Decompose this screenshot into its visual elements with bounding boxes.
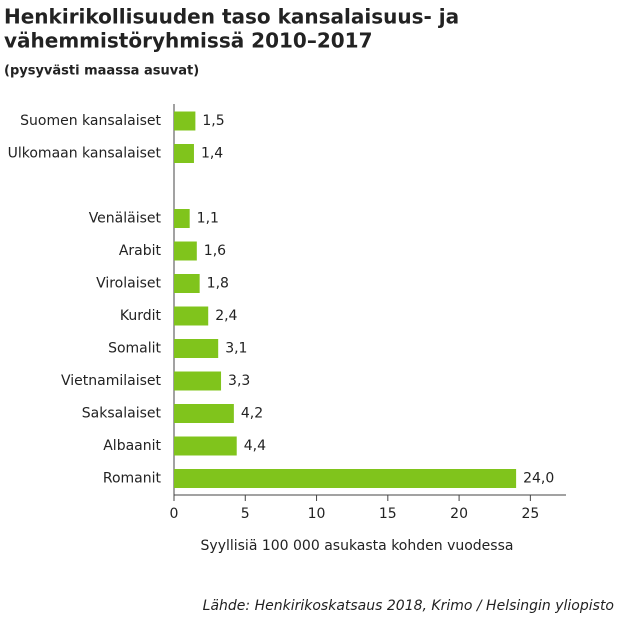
y-tick-label: Somalit: [108, 341, 161, 357]
bar: [174, 241, 197, 261]
bar: [174, 469, 517, 488]
y-tick-label: Kurdit: [120, 308, 162, 324]
bar: [174, 436, 237, 456]
x-tick-label: 25: [521, 506, 539, 522]
x-tick-label: 10: [308, 506, 326, 522]
bar: [174, 306, 209, 326]
data-label: 1,4: [201, 146, 223, 162]
y-tick-label: Arabit: [119, 243, 162, 259]
y-tick-label: Romanit: [103, 471, 162, 487]
data-label: 4,2: [241, 406, 263, 422]
chart-title: Henkirikollisuuden taso kansalaisuus- ja: [4, 5, 459, 29]
data-label: 1,1: [197, 211, 219, 227]
bar: [174, 371, 222, 391]
x-tick-label: 15: [379, 506, 397, 522]
y-tick-label: Ulkomaan kansalaiset: [8, 146, 162, 162]
x-tick-label: 0: [170, 506, 179, 522]
chart-title: vähemmistöryhmissä 2010–2017: [4, 29, 373, 53]
x-tick-label: 20: [450, 506, 468, 522]
source-note: Lähde: Henkirikoskatsaus 2018, Krimo / H…: [203, 598, 614, 614]
data-label: 3,3: [228, 373, 250, 389]
y-tick-label: Albaanit: [103, 438, 161, 454]
bar: [174, 274, 200, 293]
data-label: 3,1: [225, 341, 247, 357]
data-label: 4,4: [244, 438, 266, 454]
data-label: 1,8: [207, 276, 229, 292]
y-tick-label: Venäläiset: [89, 211, 162, 227]
y-tick-label: Saksalaiset: [82, 406, 162, 422]
bar: [174, 209, 190, 228]
data-label: 2,4: [215, 308, 237, 324]
data-label: 1,6: [204, 243, 226, 259]
data-label: 1,5: [202, 113, 224, 129]
y-tick-label: Vietnamilaiset: [61, 373, 162, 389]
bar: [174, 144, 194, 163]
bar: [174, 339, 219, 358]
bar: [174, 111, 196, 131]
x-axis-label: Syyllisiä 100 000 asukasta kohden vuodes…: [201, 538, 514, 554]
chart-subtitle: (pysyvästi maassa asuvat): [4, 64, 199, 79]
data-label: 24,0: [523, 471, 554, 487]
y-tick-label: Virolaiset: [96, 276, 161, 292]
y-tick-label: Suomen kansalaiset: [20, 113, 161, 129]
bar: [174, 404, 234, 423]
x-tick-label: 5: [241, 506, 250, 522]
